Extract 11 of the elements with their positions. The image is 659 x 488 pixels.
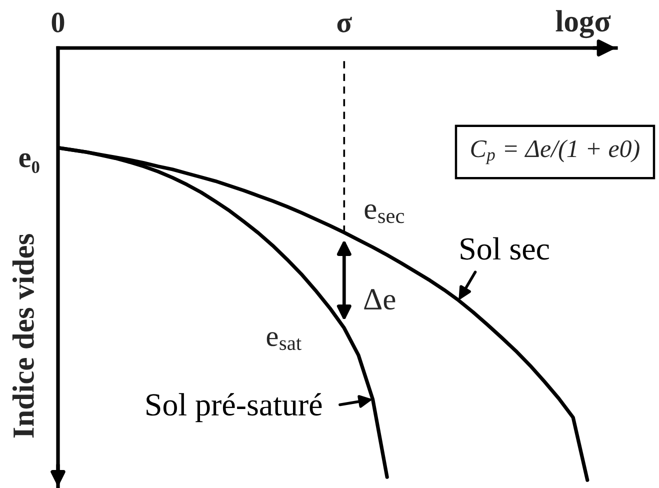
annotation: C$_{p}$ = Δe/(1 + e0) <box>471 140 640 164</box>
y-axis-title: Indice des vides <box>12 234 34 438</box>
x-axis-title: logσ <box>556 10 611 38</box>
x-tick-label: 0 <box>52 12 64 32</box>
legend-label: Sol pré-saturé <box>146 393 322 422</box>
series-label: Sol sec <box>460 237 550 260</box>
x-tick-label: σ <box>337 16 352 32</box>
annotation: e$_{sat}$ <box>266 332 302 350</box>
annotation: e$_{sec}$ <box>364 204 404 224</box>
text: e₀ <box>19 153 40 174</box>
annotation: Δe <box>364 289 396 310</box>
